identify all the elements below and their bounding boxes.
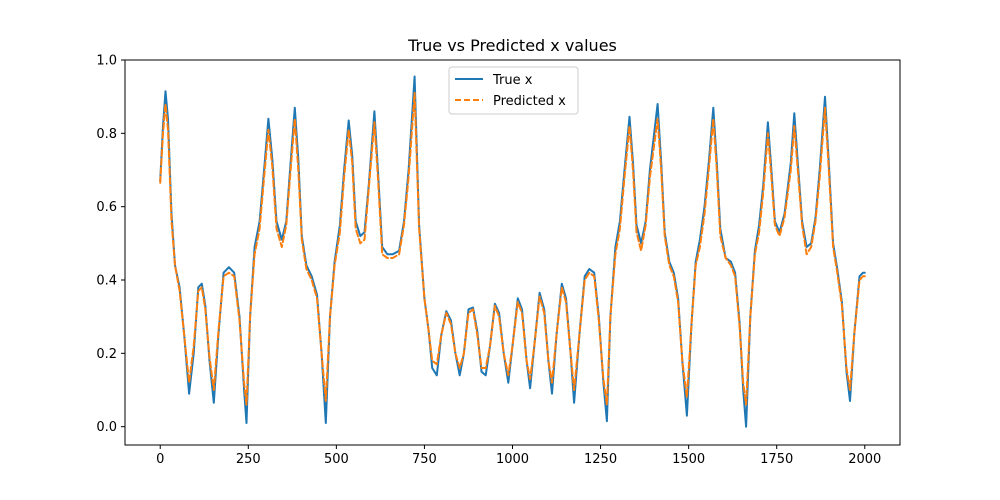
y-tick-label: 1.0: [96, 54, 117, 69]
y-tick-label: 0.6: [96, 200, 117, 215]
x-tick-label: 1250: [584, 452, 617, 467]
axes-frame: [124, 59, 901, 446]
series-line-predicted-x: [159, 92, 866, 406]
x-tick-label: 500: [324, 452, 349, 467]
y-tick-label: 0.2: [96, 347, 117, 362]
x-tick-label: 1500: [672, 452, 705, 467]
legend-label-predicted-x: Predicted x: [493, 94, 566, 109]
legend: True x Predicted x: [448, 66, 579, 115]
y-axis: 0.0 0.2 0.4 0.6 0.8 1.0: [96, 54, 125, 435]
y-tick-label: 0.4: [96, 274, 117, 289]
series-line-true-x: [159, 75, 866, 428]
x-axis: 0 250 500 750 1000 1250 1500 1750 2000: [156, 445, 881, 467]
chart-title: True vs Predicted x values: [407, 36, 617, 55]
x-tick-label: 0: [156, 452, 164, 467]
plot-area: [159, 75, 866, 428]
x-tick-label: 750: [412, 452, 437, 467]
y-tick-label: 0.0: [96, 420, 117, 435]
x-tick-label: 250: [236, 452, 261, 467]
y-tick-label: 0.8: [96, 127, 117, 142]
x-tick-label: 1000: [496, 452, 529, 467]
x-tick-label: 2000: [848, 452, 881, 467]
x-tick-label: 1750: [760, 452, 793, 467]
legend-label-true-x: True x: [492, 73, 533, 88]
